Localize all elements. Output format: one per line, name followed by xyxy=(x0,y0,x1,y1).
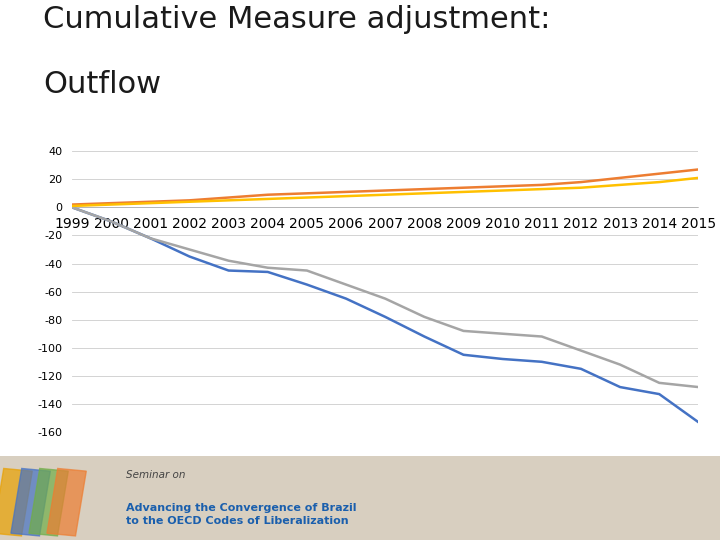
Bond MM Loosen xyxy=(498,330,507,337)
Bond MM Loosen xyxy=(264,265,272,271)
Bond MM Tighten xyxy=(538,186,546,192)
Bond_CM Loosen xyxy=(694,419,703,426)
Bond MM Tighten xyxy=(146,200,155,206)
Bond_CM Loosen xyxy=(655,391,664,397)
Bond CM  Tighten xyxy=(302,190,311,197)
Bond_CM Loosen xyxy=(616,384,624,390)
Bond MM Loosen xyxy=(694,384,703,390)
Bond_CM Loosen xyxy=(185,253,194,260)
Line: Bond MM Tighten: Bond MM Tighten xyxy=(72,178,698,206)
Text: Cumulative Measure adjustment:: Cumulative Measure adjustment: xyxy=(43,5,551,35)
Bond CM  Tighten xyxy=(694,166,703,173)
Bond MM Tighten xyxy=(459,188,468,195)
Bond MM Loosen xyxy=(616,361,624,368)
Bond MM Tighten xyxy=(694,174,703,181)
Text: Seminar on: Seminar on xyxy=(126,470,186,480)
Bond_CM Loosen xyxy=(225,267,233,274)
Bond CM  Tighten xyxy=(146,199,155,205)
Line: Bond CM  Tighten: Bond CM Tighten xyxy=(72,170,698,205)
Bond_CM Loosen xyxy=(68,204,76,211)
Bond MM Loosen xyxy=(146,235,155,241)
Legend: Bond_CM Loosen, Bond CM  Tighten, Bond MM Loosen, Bond MM Tighten: Bond_CM Loosen, Bond CM Tighten, Bond MM… xyxy=(104,475,666,497)
Bond MM Loosen xyxy=(577,347,585,354)
Bond CM  Tighten xyxy=(264,192,272,198)
Bond CM  Tighten xyxy=(498,183,507,190)
Bond CM  Tighten xyxy=(577,179,585,185)
Bond MM Loosen xyxy=(655,380,664,386)
Bond CM  Tighten xyxy=(225,194,233,201)
Line: Bond MM Loosen: Bond MM Loosen xyxy=(72,207,698,387)
Bond_CM Loosen xyxy=(342,295,351,302)
Bond CM  Tighten xyxy=(538,181,546,188)
Bond CM  Tighten xyxy=(342,188,351,195)
Bond_CM Loosen xyxy=(577,366,585,372)
Bond CM  Tighten xyxy=(459,185,468,191)
Bond MM Tighten xyxy=(68,202,76,209)
Bond MM Tighten xyxy=(616,181,624,188)
Bond_CM Loosen xyxy=(459,352,468,358)
Bond_CM Loosen xyxy=(538,359,546,365)
Bond MM Tighten xyxy=(577,185,585,191)
Bond MM Loosen xyxy=(459,328,468,334)
Bond MM Tighten xyxy=(225,197,233,204)
Bond_CM Loosen xyxy=(302,281,311,288)
Bond CM  Tighten xyxy=(107,200,115,206)
Bond_CM Loosen xyxy=(107,218,115,225)
Bond MM Tighten xyxy=(655,179,664,185)
Bond MM Loosen xyxy=(381,295,390,302)
Bond MM Tighten xyxy=(264,195,272,202)
Bond MM Loosen xyxy=(538,333,546,340)
Bond MM Loosen xyxy=(225,258,233,264)
Bond_CM Loosen xyxy=(381,314,390,320)
Bond MM Loosen xyxy=(302,267,311,274)
Bond MM Tighten xyxy=(381,192,390,198)
Bond MM Loosen xyxy=(107,218,115,225)
Bond MM Tighten xyxy=(498,187,507,194)
Bond CM  Tighten xyxy=(185,197,194,204)
Text: Advancing the Convergence of Brazil
to the OECD Codes of Liberalization: Advancing the Convergence of Brazil to t… xyxy=(126,503,356,526)
Bond_CM Loosen xyxy=(146,235,155,241)
Bond_CM Loosen xyxy=(264,269,272,275)
Bond MM Tighten xyxy=(302,194,311,201)
Bond MM Loosen xyxy=(185,246,194,253)
Text: Outflow: Outflow xyxy=(43,70,161,99)
Bond CM  Tighten xyxy=(68,201,76,208)
Bond CM  Tighten xyxy=(420,186,428,192)
Bond MM Tighten xyxy=(107,201,115,208)
Bond_CM Loosen xyxy=(420,333,428,340)
Line: Bond_CM Loosen: Bond_CM Loosen xyxy=(72,207,698,422)
Bond MM Loosen xyxy=(342,281,351,288)
Bond MM Tighten xyxy=(420,190,428,197)
Bond_CM Loosen xyxy=(498,356,507,362)
Bond CM  Tighten xyxy=(616,174,624,181)
Bond MM Tighten xyxy=(185,199,194,205)
Bond MM Tighten xyxy=(342,193,351,199)
Bond CM  Tighten xyxy=(381,187,390,194)
Bond MM Loosen xyxy=(420,314,428,320)
Bond CM  Tighten xyxy=(655,171,664,177)
Bond MM Loosen xyxy=(68,204,76,211)
